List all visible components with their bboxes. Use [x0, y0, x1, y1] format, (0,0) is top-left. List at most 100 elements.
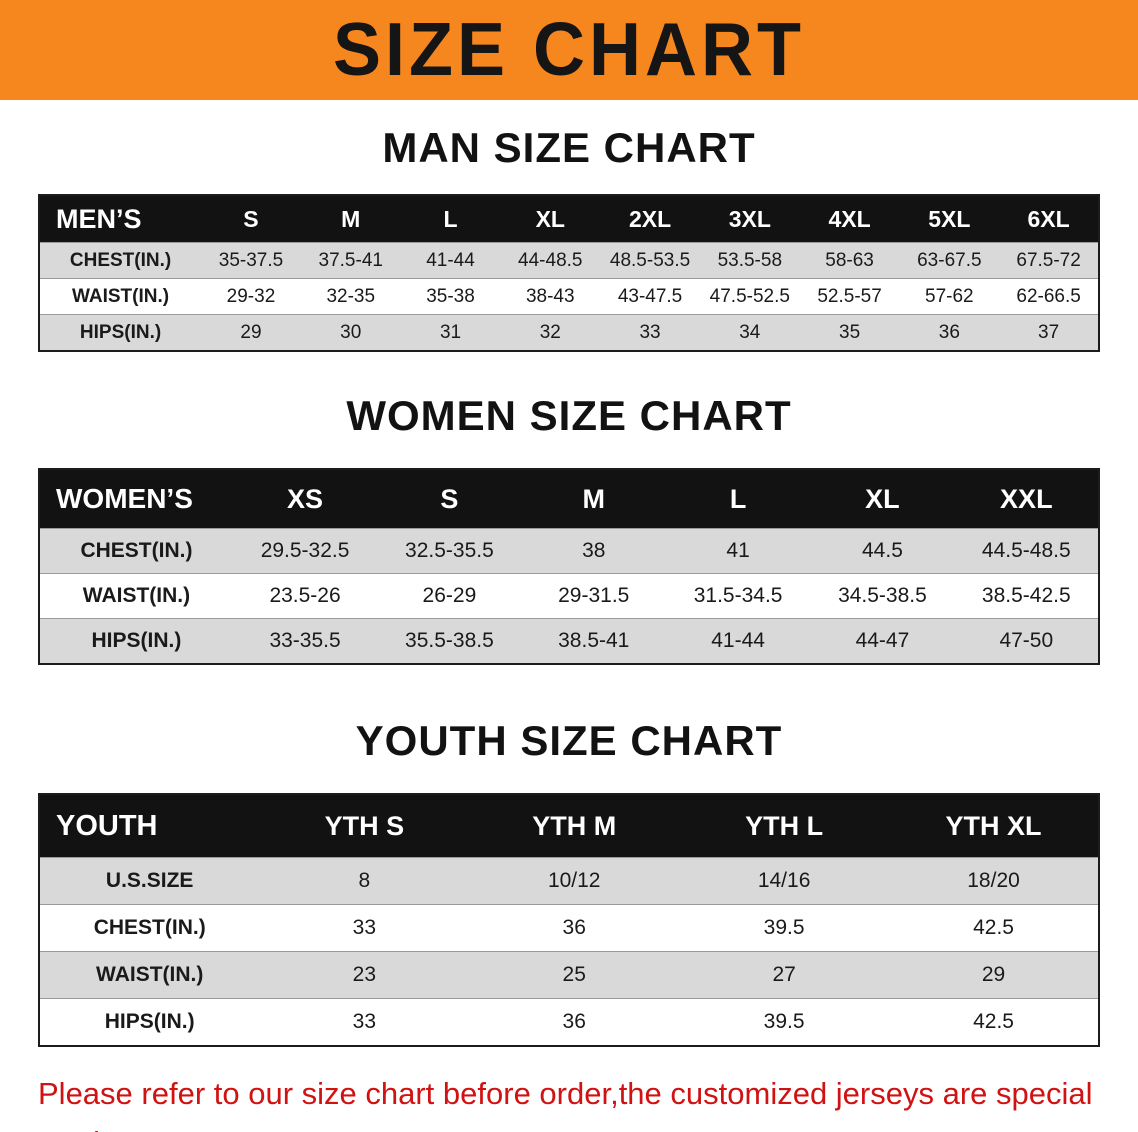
- value-cell: 14/16: [757, 869, 811, 892]
- value-cell: 29-31.5: [558, 584, 630, 607]
- value-cell: 29.5-32.5: [260, 539, 350, 562]
- size-column-header: 4XL: [799, 195, 900, 243]
- footer-disclaimer: Please refer to our size chart before or…: [38, 1069, 1100, 1132]
- row-label-cell: CHEST(IN.): [80, 539, 193, 562]
- table-title-cell: WOMEN’S: [39, 469, 233, 529]
- banner-title: SIZE CHART: [333, 8, 805, 93]
- row-label-cell: HIPS(IN.): [91, 629, 182, 652]
- value-cell: 52.5-57: [817, 285, 882, 307]
- value-cell: 47-50: [999, 629, 1054, 652]
- table-header-row: MEN’S S M L XL 2XL 3XL 4XL 5XL 6XL: [39, 195, 1099, 243]
- value-cell: 35-37.5: [218, 249, 284, 271]
- value-cell: 30: [340, 321, 362, 343]
- value-cell: 35-38: [426, 285, 475, 307]
- size-column-header: L: [665, 469, 811, 529]
- value-cell: 42.5: [973, 916, 1014, 939]
- size-column-header: YTH L: [679, 794, 890, 858]
- size-column-header: M: [521, 469, 666, 529]
- value-cell: 39.5: [763, 1010, 805, 1033]
- value-cell: 18/20: [967, 869, 1020, 892]
- value-cell: 38.5-41: [558, 629, 630, 652]
- value-cell: 35.5-38.5: [405, 629, 494, 652]
- value-cell: 38: [582, 539, 606, 562]
- row-label-cell: HIPS(IN.): [79, 321, 162, 343]
- man-size-chart-heading: MAN SIZE CHART: [382, 124, 756, 171]
- size-column-header: YTH M: [469, 794, 680, 858]
- value-cell: 37.5-41: [318, 249, 383, 271]
- value-cell: 36: [562, 1010, 586, 1033]
- value-cell: 62-66.5: [1016, 285, 1081, 307]
- value-cell: 57-62: [925, 285, 974, 307]
- value-cell: 41-44: [711, 629, 765, 652]
- value-cell: 33: [639, 321, 661, 343]
- value-cell: 44-47: [855, 629, 910, 652]
- men-size-table: MEN’S S M L XL 2XL 3XL 4XL 5XL 6XL CHEST(IN.) 35-37…: [38, 194, 1100, 352]
- value-cell: 48.5-53.5: [609, 249, 691, 271]
- size-column-header: S: [201, 195, 301, 243]
- women-size-chart-heading: WOMEN SIZE CHART: [346, 392, 792, 439]
- youth-size-chart-heading: YOUTH SIZE CHART: [355, 717, 783, 764]
- value-cell: 33: [352, 1010, 377, 1033]
- table-row: HIPS(IN.) 33-35.5 35.5-38.5 38.5-41 41-44 44-…: [39, 618, 1099, 664]
- size-column-header: 3XL: [699, 195, 800, 243]
- footer-disclaimer-line1: Please refer to our size chart before or…: [38, 1076, 1093, 1132]
- youth-size-table: YOUTH YTH S YTH M YTH L YTH XL U.S.SIZE 8 10/12…: [38, 793, 1100, 1047]
- table-row: U.S.SIZE 8 10/12 14/16 18/20: [39, 857, 1099, 905]
- value-cell: 10/12: [547, 869, 601, 892]
- value-cell: 32: [539, 321, 561, 343]
- value-cell: 41-44: [426, 249, 475, 271]
- size-column-header: 2XL: [600, 195, 700, 243]
- size-column-header: XL: [500, 195, 601, 243]
- value-cell: 43-47.5: [617, 285, 683, 307]
- value-cell: 25: [562, 963, 586, 986]
- value-cell: 38-43: [525, 285, 575, 307]
- value-cell: 44.5: [862, 539, 903, 562]
- table-title-cell: YOUTH: [39, 794, 260, 858]
- value-cell: 63-67.5: [917, 249, 982, 271]
- value-cell: 41: [726, 539, 750, 562]
- value-cell: 32.5-35.5: [405, 539, 494, 562]
- value-cell: 53.5-58: [717, 249, 783, 271]
- value-cell: 39.5: [763, 916, 805, 939]
- value-cell: 36: [938, 321, 960, 343]
- row-label-cell: WAIST(IN.): [82, 584, 191, 607]
- row-label-cell: WAIST(IN.): [71, 285, 170, 307]
- table-row: CHEST(IN.) 33 36 39.5 42.5: [39, 904, 1099, 952]
- size-column-header: XL: [810, 469, 955, 529]
- value-cell: 8: [358, 869, 371, 892]
- table-row: WAIST(IN.) 29-32 32-35 35-38 38-43 43-47.5 47.…: [39, 278, 1099, 315]
- table-header-row: WOMEN’S XS S M L XL XXL: [39, 469, 1099, 529]
- table-row: HIPS(IN.) 29 30 31 32 33 34 35 36 37: [39, 314, 1099, 351]
- women-size-table: WOMEN’S XS S M L XL XXL CHEST(IN.) 29.5-32.5 32.5…: [38, 468, 1100, 665]
- row-label-cell: CHEST(IN.): [93, 916, 206, 939]
- value-cell: 34: [739, 321, 761, 343]
- row-label-cell: U.S.SIZE: [105, 869, 194, 892]
- value-cell: 36: [562, 916, 586, 939]
- value-cell: 23.5-26: [269, 584, 341, 607]
- table-row: CHEST(IN.) 35-37.5 37.5-41 41-44 44-48.5 48.5…: [39, 242, 1099, 279]
- value-cell: 27: [772, 963, 796, 986]
- size-column-header: M: [300, 195, 401, 243]
- value-cell: 42.5: [973, 1010, 1014, 1033]
- size-column-header: S: [377, 469, 522, 529]
- value-cell: 35: [839, 321, 861, 343]
- size-column-header: 6XL: [999, 195, 1099, 243]
- table-row: WAIST(IN.) 23 25 27 29: [39, 951, 1099, 999]
- value-cell: 44.5-48.5: [981, 539, 1071, 562]
- value-cell: 26-29: [422, 584, 477, 607]
- value-cell: 44-48.5: [518, 249, 583, 271]
- value-cell: 34.5-38.5: [838, 584, 927, 607]
- value-cell: 58-63: [825, 249, 874, 271]
- value-cell: 31.5-34.5: [693, 584, 783, 607]
- value-cell: 38.5-42.5: [981, 584, 1071, 607]
- table-row: CHEST(IN.) 29.5-32.5 32.5-35.5 38 41 44.5 44.5…: [39, 528, 1099, 574]
- value-cell: 47.5-52.5: [709, 285, 790, 307]
- value-cell: 33: [352, 916, 377, 939]
- value-cell: 32-35: [326, 285, 376, 307]
- value-cell: 29: [240, 321, 262, 343]
- row-label-cell: HIPS(IN.): [104, 1010, 195, 1033]
- size-column-header: YTH S: [259, 794, 470, 858]
- value-cell: 33-35.5: [269, 629, 341, 652]
- size-chart-banner: SIZE CHART: [0, 0, 1138, 100]
- row-label-cell: CHEST(IN.): [69, 249, 172, 271]
